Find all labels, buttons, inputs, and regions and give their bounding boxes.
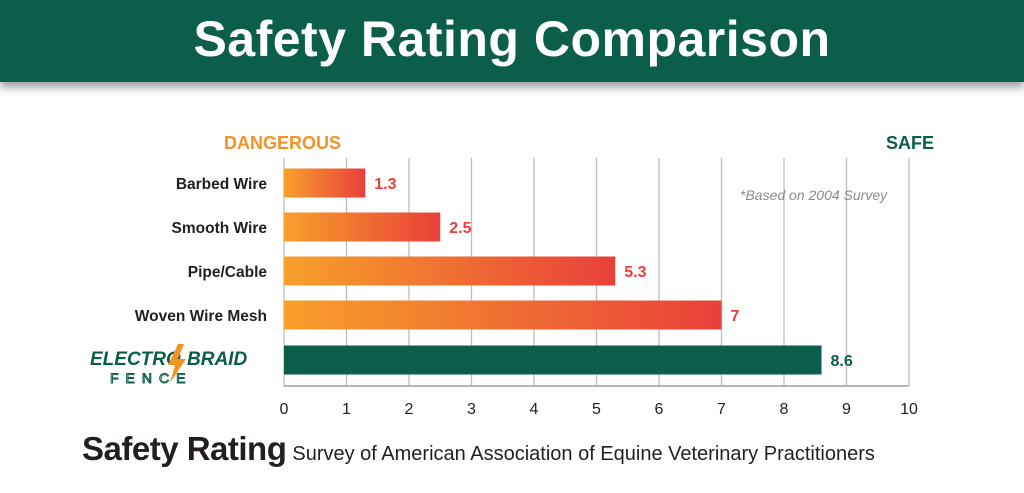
x-tick-label: 9	[842, 401, 851, 418]
bar-value-label: 8.6	[831, 353, 853, 370]
header-banner: Safety Rating Comparison	[0, 0, 1024, 82]
logo-text-fence: FENCE	[110, 370, 192, 385]
dangerous-label: DANGEROUS	[224, 133, 342, 153]
bar-value-label: 1.3	[374, 176, 396, 193]
bar-value-label: 5.3	[624, 264, 646, 281]
x-tick-label: 1	[342, 401, 351, 418]
x-tick-label: 4	[530, 401, 539, 418]
footer-title: Safety Rating	[82, 430, 287, 467]
x-tick-label: 6	[655, 401, 664, 418]
page-title: Safety Rating Comparison	[193, 11, 831, 67]
category-label: Barbed Wire	[176, 176, 268, 193]
bar-value-label: 7	[731, 308, 740, 325]
lightning-bolt-icon	[168, 344, 186, 383]
electrobraid-logo: ELECTRO BRAID FENCE	[90, 344, 247, 385]
logo-text-electro: ELECTRO	[90, 349, 181, 370]
logo-text-braid: BRAID	[187, 349, 247, 370]
x-tick-label: 10	[900, 401, 918, 418]
category-label: Smooth Wire	[172, 220, 268, 237]
x-tick-label: 2	[405, 401, 414, 418]
bar-value-label: 2.5	[449, 220, 471, 237]
bar-barbed-wire	[284, 168, 366, 198]
survey-footnote: *Based on 2004 Survey	[740, 187, 888, 203]
category-label: Pipe/Cable	[188, 264, 268, 281]
x-tick-label: 3	[467, 401, 476, 418]
x-tick-label: 8	[780, 401, 789, 418]
bar-pipe-cable	[284, 256, 616, 286]
footer-caption: Safety Rating Survey of American Associat…	[82, 430, 875, 468]
bar-smooth-wire	[284, 212, 441, 242]
x-tick-label: 0	[280, 401, 289, 418]
footer-subtitle: Survey of American Association of Equine…	[292, 443, 875, 465]
safe-label: SAFE	[886, 133, 935, 153]
bar-woven-wire-mesh	[284, 300, 722, 330]
bar-electrobraid-fence	[284, 345, 822, 375]
category-label: Woven Wire Mesh	[135, 308, 267, 325]
x-tick-label: 7	[717, 401, 726, 418]
x-tick-label: 5	[592, 401, 601, 418]
